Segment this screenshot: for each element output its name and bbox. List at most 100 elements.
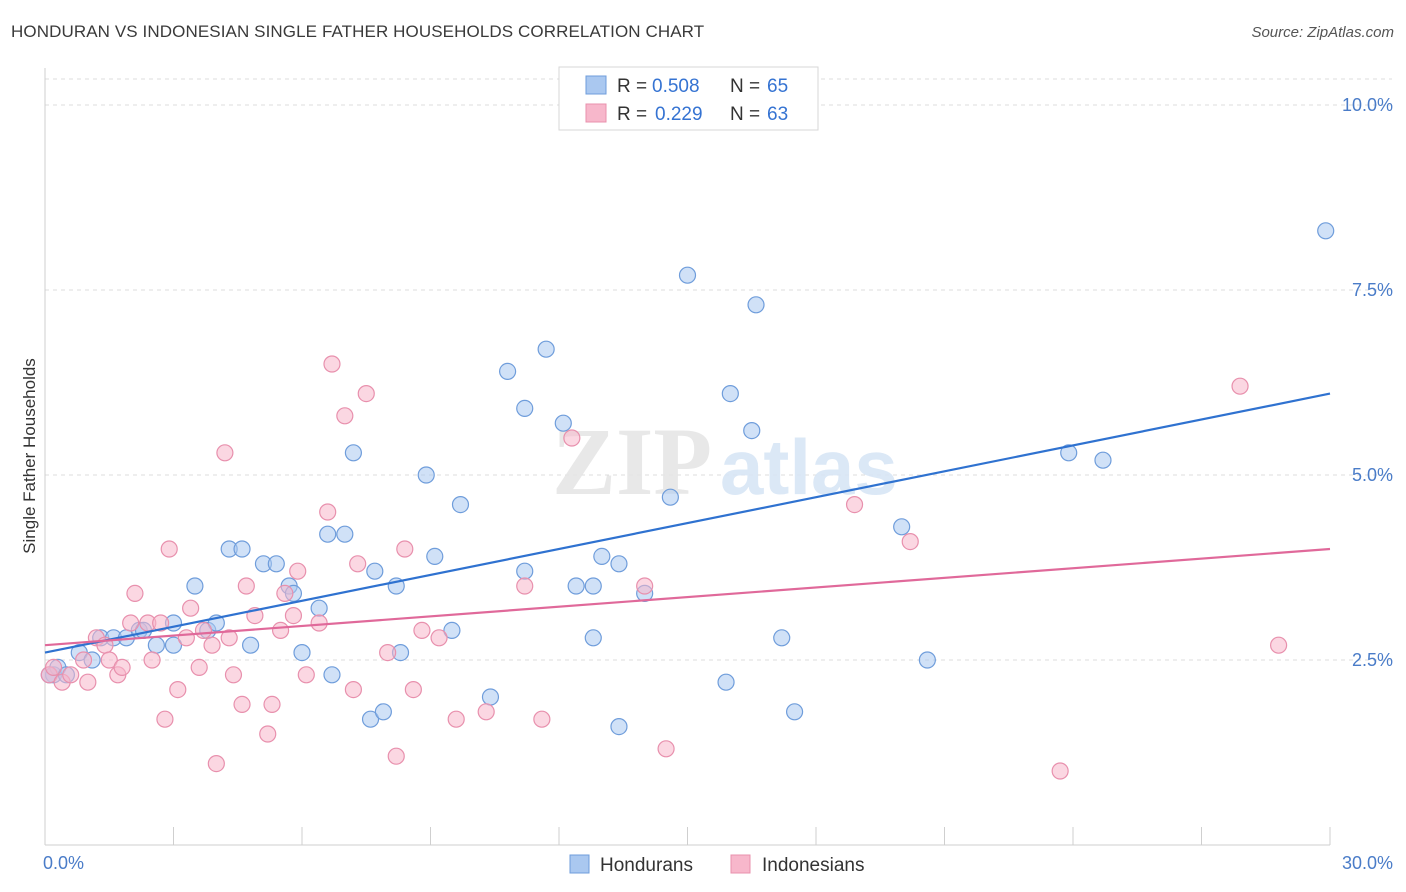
y-tick-label-1: 5.0% <box>1352 465 1393 485</box>
honduran-point-59 <box>893 518 911 536</box>
indonesian-point-51 <box>563 429 581 447</box>
indonesian-point-55 <box>901 532 919 551</box>
honduran-point-18 <box>242 636 260 654</box>
honduran-point-43 <box>554 414 572 432</box>
x-tick-label-right: 30.0% <box>1342 853 1393 873</box>
honduran-point-63 <box>1317 222 1335 240</box>
indonesian-point-18 <box>182 599 200 617</box>
honduran-point-17 <box>233 540 251 558</box>
indonesian-point-26 <box>237 577 255 595</box>
legend-bottom: Hondurans Indonesians <box>569 854 864 876</box>
indonesian-point-19 <box>190 658 208 677</box>
y-tick-label-3: 10.0% <box>1342 95 1393 115</box>
indonesian-point-35 <box>319 503 337 521</box>
indonesian-point-32 <box>284 606 303 625</box>
honduran-point-52 <box>678 266 697 284</box>
indonesian-point-14 <box>156 710 174 728</box>
indonesian-point-20 <box>203 636 221 654</box>
honduran-trend-line <box>44 392 1331 654</box>
indonesian-point-45 <box>413 621 431 640</box>
legend-n-label-blue: N = <box>730 76 760 97</box>
indonesian-point-61 <box>194 621 213 640</box>
honduran-point-46 <box>584 577 602 595</box>
indonesian-point-52 <box>636 577 654 595</box>
indonesian-point-31 <box>276 584 294 603</box>
indonesian-point-43 <box>396 540 414 558</box>
legend-bottom-label-indonesians: Indonesians <box>762 855 864 876</box>
y-axis-title: Single Father Households <box>20 358 39 554</box>
legend-top: R = 0.508 N = 65 R = 0.229 N = 63 <box>558 66 819 131</box>
honduran-point-53 <box>717 673 735 691</box>
indonesian-point-53 <box>657 740 675 758</box>
indonesian-point-38 <box>344 680 362 699</box>
legend-r-value-blue: 0.508 <box>652 76 700 97</box>
honduran-point-62 <box>1094 451 1112 469</box>
indonesian-point-8 <box>113 658 131 677</box>
honduran-point-28 <box>344 444 362 462</box>
honduran-point-13 <box>186 577 204 595</box>
indonesian-point-33 <box>289 562 307 580</box>
legend-r-value-pink: 0.229 <box>655 104 703 125</box>
y-tick-label-2: 7.5% <box>1352 280 1393 300</box>
indonesian-point-3 <box>74 651 93 669</box>
indonesian-point-58 <box>1269 636 1288 654</box>
legend-swatch-pink <box>585 103 607 123</box>
honduran-point-41 <box>516 562 534 580</box>
honduran-point-36 <box>443 621 461 640</box>
indonesian-point-50 <box>533 710 551 728</box>
honduran-point-30 <box>366 562 384 580</box>
legend-r-label-blue: R = <box>617 76 647 97</box>
honduran-point-45 <box>584 629 602 647</box>
points-layer <box>40 222 1335 780</box>
honduran-point-34 <box>417 466 435 484</box>
honduran-point-10 <box>147 636 165 654</box>
trend-layer <box>44 392 1331 654</box>
indonesian-point-9 <box>122 614 140 632</box>
indonesian-point-12 <box>143 651 161 669</box>
indonesian-point-48 <box>477 703 495 721</box>
indonesian-point-47 <box>447 710 465 728</box>
indonesian-point-40 <box>357 385 375 403</box>
chart-source: Source: ZipAtlas.com <box>1251 24 1394 41</box>
indonesian-point-17 <box>177 629 195 647</box>
honduran-point-42 <box>537 340 555 358</box>
indonesian-point-28 <box>259 725 277 743</box>
indonesian-point-21 <box>207 754 225 773</box>
honduran-point-20 <box>267 555 285 573</box>
indonesian-point-22 <box>216 444 234 462</box>
honduran-point-37 <box>451 496 470 514</box>
watermark-zip: ZIP <box>552 408 712 515</box>
indonesian-point-44 <box>404 680 422 699</box>
indonesian-point-62 <box>297 666 315 684</box>
indonesian-point-24 <box>224 666 243 684</box>
honduran-point-47 <box>593 547 611 566</box>
indonesian-point-29 <box>263 695 281 714</box>
honduran-point-55 <box>743 422 761 440</box>
legend-r-label-pink: R = <box>617 104 647 125</box>
legend-bottom-swatch-indonesians <box>730 854 751 874</box>
legend-n-label-pink: N = <box>730 104 760 125</box>
honduran-point-44 <box>567 577 585 595</box>
indonesian-point-16 <box>169 680 187 699</box>
watermark: ZIP atlas <box>552 408 898 515</box>
honduran-point-54 <box>721 385 739 403</box>
indonesian-point-39 <box>349 555 367 573</box>
indonesian-point-42 <box>387 747 405 765</box>
indonesian-trend-line <box>44 547 1331 647</box>
legend-bottom-swatch-hondurans <box>569 854 590 874</box>
indonesian-point-56 <box>1051 762 1069 780</box>
indonesian-point-57 <box>1231 377 1249 395</box>
honduran-point-57 <box>773 629 791 647</box>
legend-n-value-pink: 63 <box>767 104 788 125</box>
honduran-point-29 <box>361 710 380 728</box>
indonesian-point-10 <box>126 584 144 603</box>
indonesian-point-15 <box>160 540 178 558</box>
honduran-point-24 <box>310 599 328 617</box>
indonesian-point-2 <box>62 666 80 684</box>
indonesian-point-59 <box>44 658 63 677</box>
indonesian-point-49 <box>516 577 534 595</box>
indonesian-point-30 <box>271 621 290 640</box>
honduran-point-35 <box>426 547 444 566</box>
honduran-point-48 <box>610 717 628 736</box>
